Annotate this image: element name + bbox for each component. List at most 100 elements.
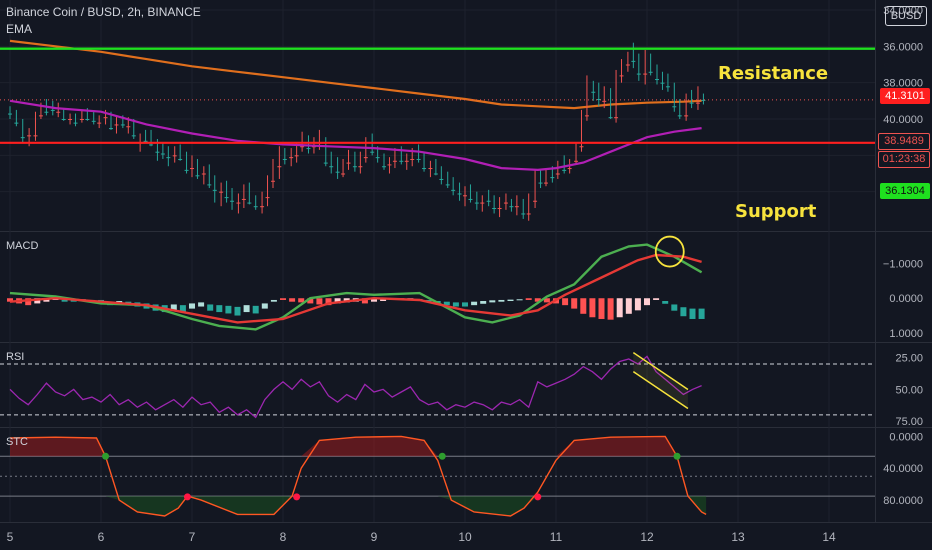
ema-label: EMA (6, 22, 33, 36)
candle-body (114, 124, 119, 126)
candle-body (631, 60, 636, 62)
stc-buy-marker (102, 452, 110, 460)
candle-body (260, 206, 265, 208)
macd-histogram-bar (316, 298, 323, 305)
candle-body (591, 91, 596, 93)
macd-line (9, 243, 703, 331)
candle-body (619, 75, 624, 77)
macd-histogram-bar (270, 299, 277, 302)
candle-body (236, 202, 241, 204)
macd-histogram-bar (61, 299, 68, 302)
macd-histogram-bar (170, 304, 177, 311)
candle-body (433, 173, 438, 175)
candle-body (468, 198, 473, 200)
macd-histogram-bar (534, 298, 541, 302)
candle-body (562, 169, 567, 171)
macd-histogram-bar (616, 298, 623, 318)
candle-body (73, 122, 78, 124)
y-tick-label: 38.0000 (883, 78, 923, 90)
candle-body (695, 102, 700, 104)
rsi-pane-label: RSI (6, 351, 25, 363)
macd-histogram-bar (25, 298, 32, 306)
x-tick-label: 11 (550, 530, 563, 544)
candle-body (574, 160, 579, 162)
candle-body (416, 158, 421, 160)
x-tick-label: 12 (640, 530, 654, 544)
macd-histogram-bar (480, 301, 487, 304)
stc-pane-label: STC (6, 436, 28, 448)
candle-body (306, 148, 311, 150)
macd-histogram-bar (189, 303, 195, 309)
candle-body (533, 200, 538, 202)
rsi-channel-upper (632, 371, 689, 410)
x-tick-label: 9 (371, 530, 378, 544)
macd-histogram-bar (289, 298, 296, 302)
stc-sell-marker (293, 493, 301, 501)
macd-histogram-bar (243, 305, 250, 313)
macd-histogram-bar (371, 298, 377, 302)
macd-histogram-bar (471, 301, 478, 306)
candle-body (410, 158, 415, 160)
candle-body (579, 146, 584, 148)
candle-body (56, 111, 61, 113)
candle-body (514, 206, 519, 208)
candle-body (155, 151, 160, 153)
candle-body (387, 164, 392, 166)
x-tick-label: 13 (731, 530, 745, 544)
candle-body (91, 120, 96, 122)
macd-histogram-bar (234, 306, 241, 316)
macd-histogram-bar (452, 302, 459, 307)
candle-body (677, 115, 682, 117)
macd-histogram-bar (307, 298, 314, 304)
candle-body (480, 202, 485, 204)
y-tick-label: 34.0000 (883, 5, 923, 17)
candle-body (172, 155, 177, 157)
macd-histogram-bar (298, 298, 305, 303)
x-tick-label: 8 (280, 530, 287, 544)
candle-body (207, 184, 212, 186)
macd-histogram-bar (644, 298, 650, 306)
macd-histogram-bar (325, 298, 332, 306)
candle-body (230, 200, 235, 202)
macd-histogram-bar (625, 298, 632, 314)
rsi-y-tick-label: 50.00 (895, 384, 923, 396)
macd-histogram-bar (698, 308, 705, 319)
candle-body (382, 166, 387, 168)
macd-histogram-bar (653, 298, 660, 300)
candle-body (392, 160, 397, 162)
macd-histogram-bar (516, 299, 523, 301)
candle-body (20, 137, 25, 139)
macd-histogram-bar (525, 298, 532, 300)
candle-body (602, 100, 607, 102)
macd-histogram-bar (562, 298, 569, 306)
candle-body (300, 146, 305, 148)
macd-histogram-bar (179, 305, 186, 313)
candle-body (335, 171, 340, 173)
candle-body (265, 197, 270, 199)
candle-body (655, 79, 660, 81)
macd-histogram-bar (225, 305, 232, 314)
candle-body (701, 99, 706, 101)
candle-body (294, 155, 299, 157)
macd-histogram-bar (462, 302, 468, 307)
candle-body (439, 178, 444, 180)
candle-body (521, 213, 526, 215)
candle-body (689, 102, 694, 104)
stc-line (9, 435, 707, 517)
candle-body (614, 117, 619, 119)
candle-body (660, 82, 665, 84)
resistance-price-tag: 41.3101 (880, 88, 930, 104)
stc-buy-marker (438, 452, 446, 460)
rsi-line (9, 355, 702, 419)
macd-histogram-bar (607, 298, 614, 320)
candle-body (149, 144, 154, 146)
stc-buy-marker (673, 452, 681, 460)
candle-body (497, 208, 502, 210)
candle-body (555, 173, 560, 175)
y-tick-label: 40.0000 (883, 114, 923, 126)
macd-histogram-bar (589, 298, 596, 318)
stc-oversold-fill (10, 436, 707, 457)
ticker-button[interactable]: BUSD (885, 6, 927, 26)
candle-body (665, 86, 670, 88)
